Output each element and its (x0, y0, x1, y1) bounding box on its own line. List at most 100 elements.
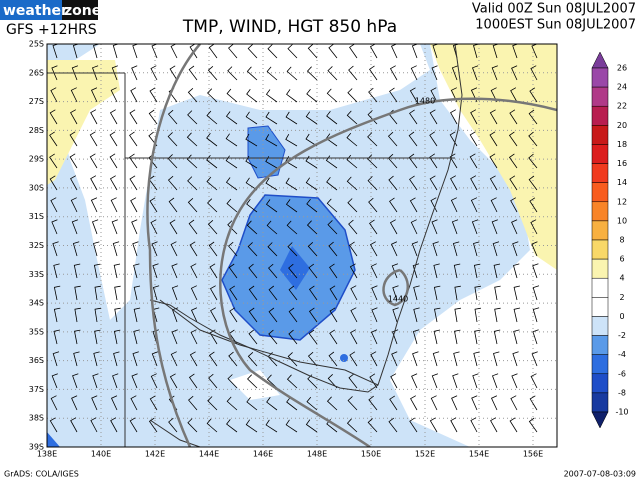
wind-barb (70, 175, 78, 191)
wind-barb (471, 395, 478, 411)
wind-barb (430, 395, 438, 411)
wind-barb (473, 263, 481, 279)
wind-barb (93, 263, 101, 279)
wind-barb (247, 374, 258, 389)
colorbar-label: -10 (615, 408, 628, 417)
lon-label: 154E (469, 450, 489, 459)
wind-barb (208, 373, 218, 389)
wind-barb (530, 65, 538, 81)
lat-label: 27S (29, 97, 44, 106)
wind-barb (409, 109, 418, 125)
wind-barb (513, 263, 520, 279)
wind-barb (94, 329, 101, 345)
wind-barb (327, 374, 338, 389)
mild-area (60, 44, 430, 320)
wind-barb (186, 132, 198, 147)
wind-barb (329, 263, 338, 279)
wind-barb (245, 177, 258, 191)
contour-line (382, 268, 409, 307)
wind-barb (285, 134, 298, 147)
wind-barb (392, 285, 399, 301)
mild-area (230, 370, 280, 400)
wind-barb (371, 285, 378, 301)
colorbar-swatch (591, 86, 609, 107)
logo-right (62, 0, 98, 20)
wind-barb (413, 307, 420, 323)
wind-barb (451, 65, 459, 81)
wind-barb (350, 285, 358, 301)
wind-barb (450, 417, 458, 433)
colorbar-label: -8 (618, 388, 626, 397)
wind-barb (74, 307, 81, 323)
colorbar-swatch (591, 125, 609, 145)
wind-barb (347, 198, 358, 213)
wind-barb (227, 66, 238, 81)
cold-core (280, 246, 310, 290)
wind-barb (348, 219, 358, 235)
wind-barb (187, 176, 198, 191)
wind-barb (150, 65, 158, 81)
wind-barb (413, 285, 420, 301)
colorbar-swatch (591, 144, 609, 164)
wind-barb (129, 417, 138, 433)
wind-barb (285, 111, 298, 125)
wind-barb (70, 109, 78, 125)
colorbar-label: 20 (617, 121, 627, 130)
wind-barb (130, 395, 138, 411)
wind-barb (206, 110, 218, 125)
wind-barb (93, 241, 100, 257)
wind-barb (248, 329, 258, 345)
wind-barb (306, 66, 318, 81)
wind-barb (493, 351, 500, 367)
wind-barb (510, 197, 518, 213)
wind-barb (349, 44, 358, 59)
wind-barb (370, 329, 378, 345)
wind-barb (451, 219, 459, 235)
wind-barb (369, 373, 378, 389)
wind-barb (431, 65, 438, 81)
wind-barb (453, 351, 460, 367)
wind-barb (51, 373, 58, 389)
wind-barb (113, 351, 120, 367)
wind-barb (306, 220, 318, 235)
lat-label: 38S (29, 414, 44, 423)
wind-barb (350, 307, 358, 323)
wind-barb (190, 285, 198, 301)
wind-barb (347, 88, 358, 103)
wind-barb (454, 285, 461, 301)
wind-barb (532, 307, 540, 323)
wind-barb (329, 307, 338, 323)
wind-barb (494, 285, 501, 301)
wind-barb (350, 329, 358, 345)
lon-label: 144E (199, 450, 219, 459)
wind-barb (72, 241, 80, 257)
wind-barb (190, 307, 198, 323)
wind-barb (307, 351, 318, 367)
wind-barb (287, 352, 298, 367)
wind-barb (453, 263, 461, 279)
wind-barb (265, 199, 278, 213)
wind-barb (90, 109, 98, 125)
wind-barb (326, 177, 338, 191)
wind-barb (286, 220, 298, 235)
wind-barb (285, 199, 298, 213)
wind-barb (512, 351, 519, 367)
wind-barb (286, 66, 298, 81)
colorbar-swatch (591, 67, 609, 88)
wind-barb (149, 87, 158, 103)
wind-barb (409, 175, 418, 191)
wind-barb (511, 65, 518, 81)
contour-line (219, 97, 557, 447)
wind-barb (493, 263, 501, 279)
wind-barb (225, 155, 238, 169)
wind-barb (327, 220, 338, 235)
wind-barb (408, 131, 418, 147)
wind-barb (90, 87, 98, 103)
wind-barb (433, 285, 441, 301)
wind-barb (509, 417, 518, 433)
wind-barb (410, 395, 418, 411)
wind-barb (170, 351, 178, 367)
lon-label: 150E (361, 450, 381, 459)
wind-barb (392, 307, 399, 323)
contour-line (146, 44, 201, 447)
